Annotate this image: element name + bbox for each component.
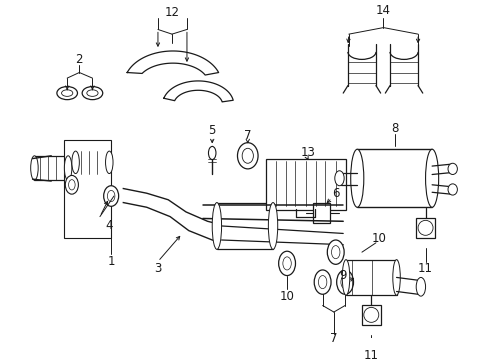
Text: 14: 14 xyxy=(375,4,390,17)
Bar xyxy=(266,159,346,210)
Text: 10: 10 xyxy=(279,290,294,303)
Ellipse shape xyxy=(208,147,216,159)
Ellipse shape xyxy=(237,143,258,169)
Ellipse shape xyxy=(363,307,378,322)
Bar xyxy=(361,305,380,325)
Text: 10: 10 xyxy=(370,231,386,245)
Bar xyxy=(357,149,431,207)
Text: 7: 7 xyxy=(244,129,251,142)
Ellipse shape xyxy=(340,275,348,289)
Ellipse shape xyxy=(82,86,102,100)
Ellipse shape xyxy=(331,246,339,259)
Ellipse shape xyxy=(318,275,326,289)
Ellipse shape xyxy=(212,203,221,249)
Text: 11: 11 xyxy=(417,262,432,275)
Ellipse shape xyxy=(64,156,72,180)
Bar xyxy=(415,217,434,238)
Bar xyxy=(217,203,272,249)
Ellipse shape xyxy=(72,151,79,174)
Text: 7: 7 xyxy=(329,332,337,345)
Ellipse shape xyxy=(314,270,330,294)
Text: 8: 8 xyxy=(390,122,398,135)
Bar xyxy=(313,203,329,223)
Ellipse shape xyxy=(61,90,73,96)
Ellipse shape xyxy=(447,184,456,195)
Ellipse shape xyxy=(336,270,353,294)
Text: 9: 9 xyxy=(339,269,346,282)
Bar xyxy=(346,260,397,295)
Ellipse shape xyxy=(417,220,432,235)
Ellipse shape xyxy=(342,260,349,295)
Text: 2: 2 xyxy=(76,53,83,66)
Ellipse shape xyxy=(87,90,98,96)
Ellipse shape xyxy=(282,257,291,270)
Ellipse shape xyxy=(415,278,425,296)
Ellipse shape xyxy=(57,86,77,100)
Ellipse shape xyxy=(103,186,119,206)
Ellipse shape xyxy=(268,203,277,249)
Text: 13: 13 xyxy=(300,147,314,159)
Ellipse shape xyxy=(65,175,78,194)
Bar xyxy=(64,140,111,238)
Bar xyxy=(34,156,68,180)
Text: 1: 1 xyxy=(107,255,115,268)
Text: 6: 6 xyxy=(331,187,339,200)
Text: 5: 5 xyxy=(208,124,216,137)
Ellipse shape xyxy=(447,163,456,175)
Text: 11: 11 xyxy=(363,348,378,360)
Ellipse shape xyxy=(105,151,113,174)
Bar xyxy=(76,151,109,174)
Ellipse shape xyxy=(31,156,38,180)
Text: 4: 4 xyxy=(105,220,113,233)
Ellipse shape xyxy=(278,251,295,275)
Ellipse shape xyxy=(350,149,363,207)
Ellipse shape xyxy=(242,148,253,163)
Ellipse shape xyxy=(392,260,400,295)
Ellipse shape xyxy=(68,180,75,190)
Ellipse shape xyxy=(107,190,115,202)
Ellipse shape xyxy=(326,240,344,264)
Ellipse shape xyxy=(425,149,438,207)
Text: 3: 3 xyxy=(154,262,162,275)
Ellipse shape xyxy=(334,171,344,186)
Text: 12: 12 xyxy=(164,6,179,19)
